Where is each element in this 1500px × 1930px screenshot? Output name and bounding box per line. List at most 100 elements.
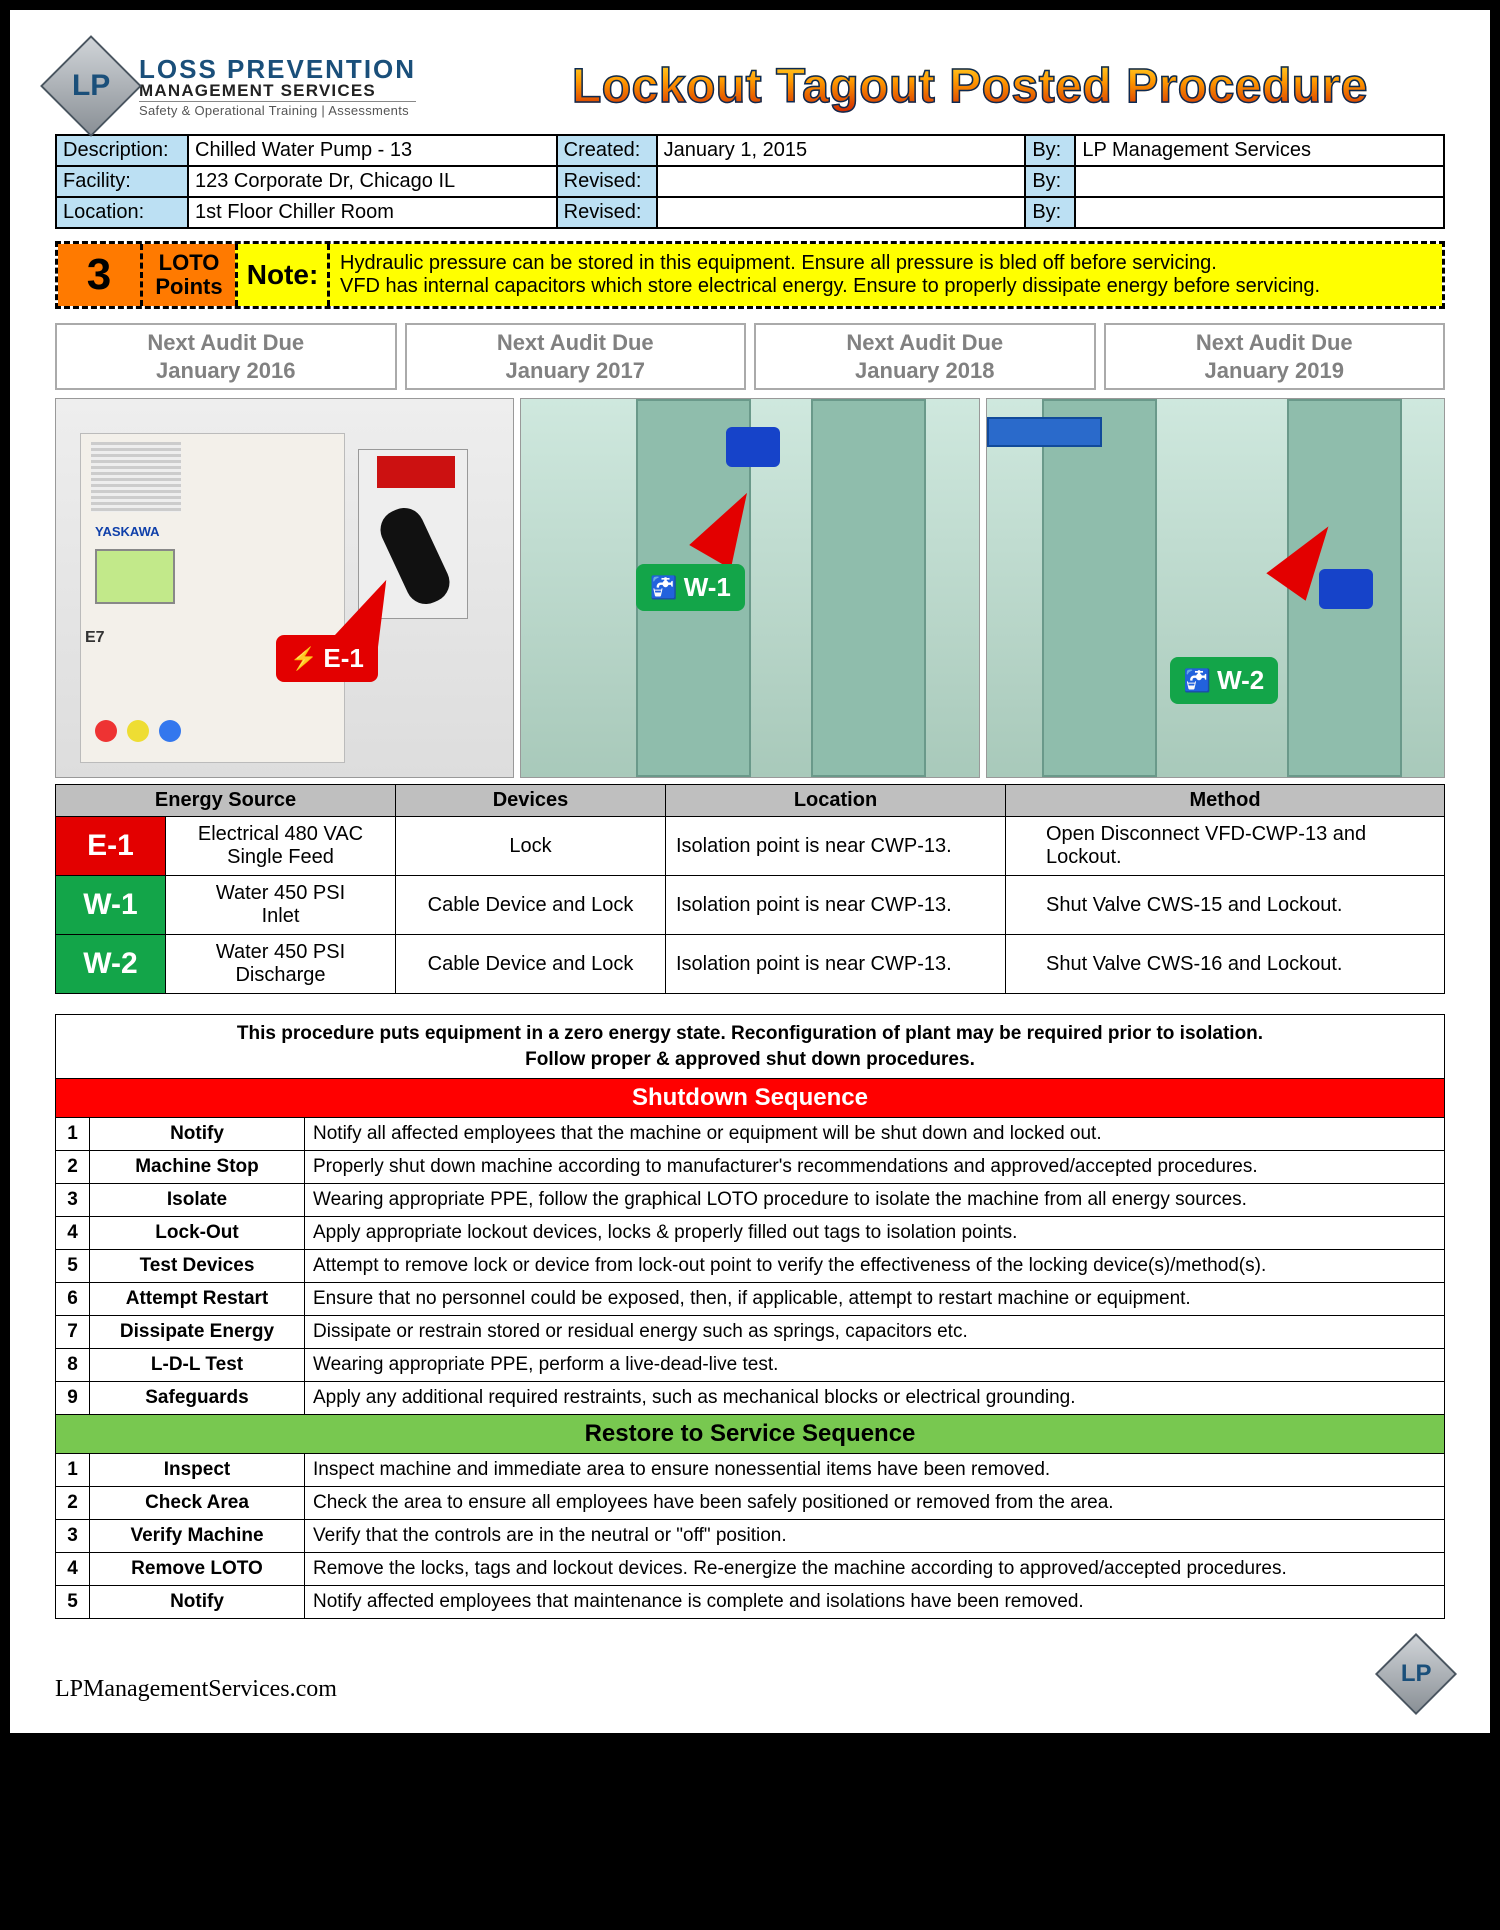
step-name: Machine Stop <box>90 1151 305 1184</box>
loto-points-count: 3 <box>58 244 140 306</box>
step-number: 3 <box>56 1184 90 1217</box>
audit-cell: Next Audit DueJanuary 2017 <box>405 323 747 390</box>
audit-cell: Next Audit DueJanuary 2018 <box>754 323 1096 390</box>
pipe <box>1042 399 1157 777</box>
label-by-1: By: <box>1025 135 1075 166</box>
step-name: Check Area <box>90 1487 305 1520</box>
table-row: 5NotifyNotify affected employees that ma… <box>56 1586 1445 1619</box>
step-description: Apply appropriate lockout devices, locks… <box>305 1217 1445 1250</box>
energy-id: W-2 <box>56 935 166 994</box>
step-name: Remove LOTO <box>90 1553 305 1586</box>
label-description: Description: <box>56 135 188 166</box>
loto-count: 3 LOTO Points <box>58 244 235 306</box>
col-devices: Devices <box>396 785 666 817</box>
restore-header: Restore to Service Sequence <box>56 1415 1445 1454</box>
label-revised-2: Revised: <box>557 197 657 228</box>
tag-w2: 🚰W-2 <box>1170 657 1279 704</box>
audit-label: Next Audit Due <box>57 329 395 357</box>
audit-label: Next Audit Due <box>756 329 1094 357</box>
step-name: Test Devices <box>90 1250 305 1283</box>
procedure-page: LP LOSS PREVENTION MANAGEMENT SERVICES S… <box>10 10 1490 1733</box>
table-row: 1NotifyNotify all affected employees tha… <box>56 1118 1445 1151</box>
step-name: L-D-L Test <box>90 1349 305 1382</box>
step-name: Notify <box>90 1586 305 1619</box>
label-by-3: By: <box>1025 197 1075 228</box>
step-number: 2 <box>56 1487 90 1520</box>
label-facility: Facility: <box>56 166 188 197</box>
energy-id: W-1 <box>56 876 166 935</box>
step-description: Verify that the controls are in the neut… <box>305 1520 1445 1553</box>
table-row: E-1Electrical 480 VACSingle FeedLockIsol… <box>56 817 1445 876</box>
photo-e1: YASKAWA E7 ⚡E-1 <box>55 398 514 778</box>
vfd-buttons <box>95 720 181 742</box>
logo-diamond-icon: LP <box>40 35 142 137</box>
table-row: 4Remove LOTORemove the locks, tags and l… <box>56 1553 1445 1586</box>
faucet-icon: 🚰 <box>1184 668 1211 694</box>
energy-source: Water 450 PSIDischarge <box>166 935 396 994</box>
table-row: 7Dissipate EnergyDissipate or restrain s… <box>56 1316 1445 1349</box>
footer-logo-icon: LP <box>1375 1633 1457 1715</box>
photo-w1: 🚰W-1 <box>520 398 979 778</box>
step-description: Wearing appropriate PPE, follow the grap… <box>305 1184 1445 1217</box>
audit-label: Next Audit Due <box>1106 329 1444 357</box>
energy-devices: Cable Device and Lock <box>396 876 666 935</box>
col-method: Method <box>1006 785 1445 817</box>
tag-label: W-2 <box>1217 665 1264 696</box>
step-description: Properly shut down machine according to … <box>305 1151 1445 1184</box>
table-row: 9SafeguardsApply any additional required… <box>56 1382 1445 1415</box>
footer-logo-text: LP <box>1401 1660 1432 1688</box>
shutdown-title: Shutdown Sequence <box>56 1079 1445 1118</box>
note-label: Note: <box>235 244 330 306</box>
step-number: 4 <box>56 1217 90 1250</box>
table-row: W-2Water 450 PSIDischargeCable Device an… <box>56 935 1445 994</box>
note-strip: 3 LOTO Points Note: Hydraulic pressure c… <box>55 241 1445 309</box>
vfd-screen <box>95 549 175 604</box>
tag-w1: 🚰W-1 <box>636 564 745 611</box>
value-location: 1st Floor Chiller Room <box>188 197 557 228</box>
table-row: 5Test DevicesAttempt to remove lock or d… <box>56 1250 1445 1283</box>
vfd-brand: YASKAWA <box>95 524 160 539</box>
step-name: Isolate <box>90 1184 305 1217</box>
photo-strip: YASKAWA E7 ⚡E-1 🚰W-1 🚰W-2 <box>55 398 1445 778</box>
value-facility: 123 Corporate Dr, Chicago IL <box>188 166 557 197</box>
logo-line-3: Safety & Operational Training | Assessme… <box>139 101 416 117</box>
col-energy-source: Energy Source <box>56 785 396 817</box>
valve <box>1319 569 1373 609</box>
step-description: Apply any additional required restraints… <box>305 1382 1445 1415</box>
energy-method: Shut Valve CWS-16 and Lockout. <box>1006 935 1445 994</box>
step-description: Check the area to ensure all employees h… <box>305 1487 1445 1520</box>
step-description: Notify all affected employees that the m… <box>305 1118 1445 1151</box>
step-number: 9 <box>56 1382 90 1415</box>
energy-method: Open Disconnect VFD-CWP-13 and Lockout. <box>1006 817 1445 876</box>
sequence-table: This procedure puts equipment in a zero … <box>55 1014 1445 1619</box>
table-row: 3IsolateWearing appropriate PPE, follow … <box>56 1184 1445 1217</box>
energy-table: Energy Source Devices Location Method E-… <box>55 784 1445 994</box>
table-row: 2Check AreaCheck the area to ensure all … <box>56 1487 1445 1520</box>
audit-date: January 2019 <box>1106 357 1444 385</box>
note-line-1: Hydraulic pressure can be stored in this… <box>340 252 1432 275</box>
step-description: Attempt to remove lock or device from lo… <box>305 1250 1445 1283</box>
shutdown-header: Shutdown Sequence <box>56 1079 1445 1118</box>
energy-devices: Cable Device and Lock <box>396 935 666 994</box>
value-created-by: LP Management Services <box>1075 135 1444 166</box>
audit-cell: Next Audit DueJanuary 2019 <box>1104 323 1446 390</box>
pipe <box>987 417 1102 447</box>
step-number: 1 <box>56 1118 90 1151</box>
header: LP LOSS PREVENTION MANAGEMENT SERVICES S… <box>55 50 1445 122</box>
step-number: 8 <box>56 1349 90 1382</box>
loto-points-label: LOTO Points <box>140 244 235 306</box>
note-text: Hydraulic pressure can be stored in this… <box>330 244 1442 306</box>
step-description: Remove the locks, tags and lockout devic… <box>305 1553 1445 1586</box>
step-name: Safeguards <box>90 1382 305 1415</box>
vfd-panel: YASKAWA E7 <box>80 433 345 763</box>
vfd-model: E7 <box>85 629 105 647</box>
audit-date: January 2016 <box>57 357 395 385</box>
table-row: 3Verify MachineVerify that the controls … <box>56 1520 1445 1553</box>
step-number: 4 <box>56 1553 90 1586</box>
energy-location: Isolation point is near CWP-13. <box>666 817 1006 876</box>
tag-label: E-1 <box>323 643 363 674</box>
energy-id: E-1 <box>56 817 166 876</box>
logo-line-2: MANAGEMENT SERVICES <box>139 82 416 99</box>
step-description: Inspect machine and immediate area to en… <box>305 1454 1445 1487</box>
label-location: Location: <box>56 197 188 228</box>
